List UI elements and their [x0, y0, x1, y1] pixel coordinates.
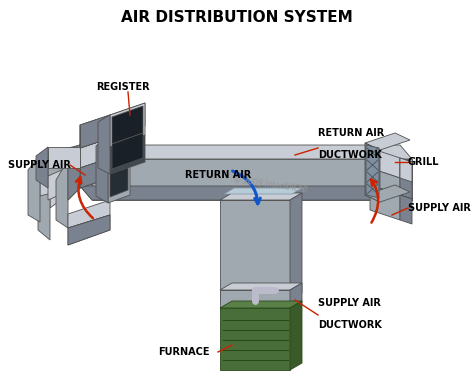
Text: DUCTWORK: DUCTWORK [318, 150, 382, 160]
Polygon shape [56, 160, 68, 228]
Polygon shape [220, 200, 290, 300]
Polygon shape [220, 308, 290, 370]
Polygon shape [80, 115, 110, 148]
Text: SUPPLY AIR: SUPPLY AIR [318, 298, 381, 308]
Polygon shape [220, 290, 290, 310]
Polygon shape [370, 168, 400, 198]
Polygon shape [80, 145, 92, 200]
Text: DUCTWORK: DUCTWORK [318, 320, 382, 330]
Polygon shape [98, 115, 110, 174]
Polygon shape [290, 283, 302, 310]
Polygon shape [48, 145, 80, 200]
Polygon shape [220, 283, 302, 290]
Polygon shape [365, 185, 410, 202]
Text: © 2009 InterNACHI: © 2009 InterNACHI [233, 175, 308, 195]
Polygon shape [365, 143, 380, 202]
Polygon shape [68, 215, 110, 245]
Polygon shape [110, 135, 145, 174]
Polygon shape [28, 155, 40, 222]
Polygon shape [112, 106, 143, 144]
Polygon shape [48, 145, 80, 176]
Polygon shape [80, 128, 140, 148]
Polygon shape [370, 148, 400, 178]
Polygon shape [68, 200, 110, 228]
Polygon shape [36, 147, 48, 188]
Polygon shape [112, 133, 143, 169]
Text: AIR DISTRIBUTION SYSTEM: AIR DISTRIBUTION SYSTEM [121, 10, 353, 25]
Polygon shape [68, 148, 80, 200]
Polygon shape [400, 195, 412, 224]
Polygon shape [110, 133, 128, 169]
Text: RETURN AIR: RETURN AIR [318, 128, 384, 138]
Polygon shape [80, 145, 412, 159]
Polygon shape [48, 147, 80, 168]
Text: FURNACE: FURNACE [158, 347, 210, 357]
Polygon shape [366, 145, 379, 198]
Polygon shape [110, 162, 128, 197]
Polygon shape [220, 301, 302, 308]
Polygon shape [108, 128, 130, 173]
Polygon shape [92, 159, 412, 200]
Polygon shape [80, 158, 110, 188]
Polygon shape [40, 145, 80, 196]
Polygon shape [96, 136, 108, 203]
Polygon shape [400, 158, 412, 182]
Polygon shape [80, 158, 110, 188]
Polygon shape [365, 133, 410, 150]
Polygon shape [80, 115, 110, 148]
Text: SUPPLY AIR: SUPPLY AIR [408, 203, 471, 213]
Polygon shape [68, 215, 110, 245]
Polygon shape [220, 193, 302, 200]
Text: REGISTER: REGISTER [96, 82, 150, 92]
Polygon shape [400, 158, 412, 202]
Polygon shape [224, 188, 302, 194]
Polygon shape [50, 145, 80, 208]
Polygon shape [370, 185, 400, 220]
Polygon shape [290, 193, 302, 300]
Polygon shape [110, 103, 145, 147]
Polygon shape [290, 301, 302, 370]
Text: SUPPLY AIR: SUPPLY AIR [8, 160, 71, 170]
Polygon shape [108, 165, 130, 203]
Polygon shape [370, 185, 412, 199]
Polygon shape [68, 148, 80, 200]
Polygon shape [80, 186, 412, 200]
Polygon shape [38, 167, 50, 240]
Polygon shape [80, 138, 110, 168]
Text: RETURN AIR: RETURN AIR [185, 170, 251, 180]
Text: GRILL: GRILL [408, 157, 439, 167]
Polygon shape [110, 103, 145, 138]
